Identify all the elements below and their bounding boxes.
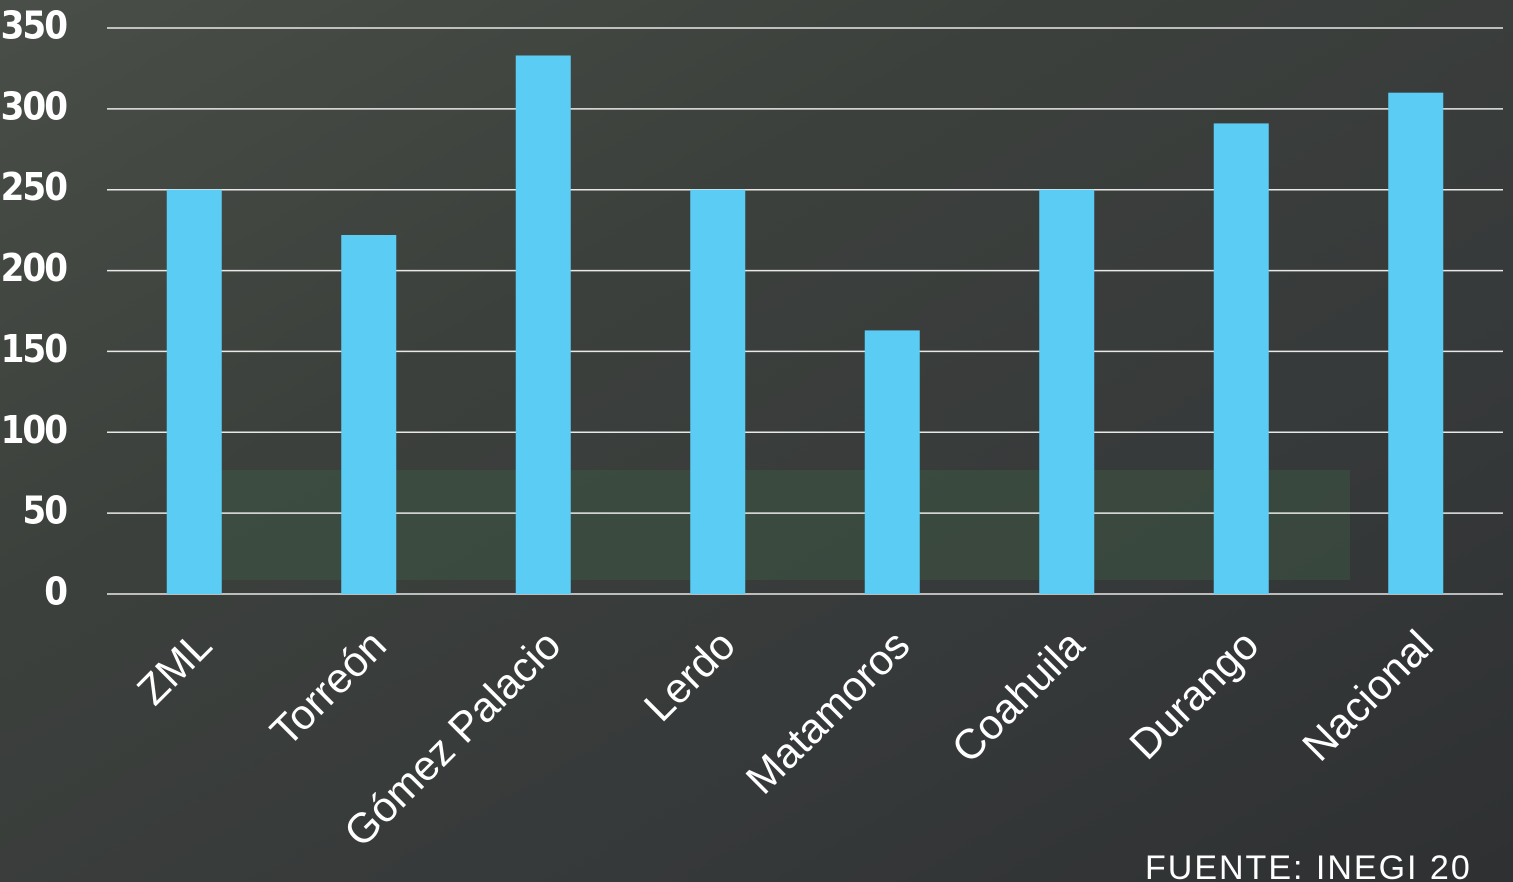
y-tick-label: 50 [22, 489, 67, 533]
y-tick-label: 200 [1, 246, 68, 290]
bar [1039, 189, 1095, 594]
y-tick-label: 300 [1, 84, 68, 128]
bar [1213, 123, 1269, 594]
bar [515, 55, 571, 594]
bar [341, 234, 397, 594]
y-tick-label: 350 [1, 4, 68, 48]
bar [1388, 92, 1444, 594]
y-tick-label: 250 [1, 165, 68, 209]
bar [690, 189, 746, 594]
y-tick-label: 150 [1, 327, 68, 371]
source-note: FUENTE: INEGI 20 [1145, 849, 1472, 882]
y-tick-label: 0 [44, 570, 67, 614]
bar [864, 330, 920, 594]
bar [166, 189, 222, 594]
y-tick-label: 100 [1, 408, 68, 452]
